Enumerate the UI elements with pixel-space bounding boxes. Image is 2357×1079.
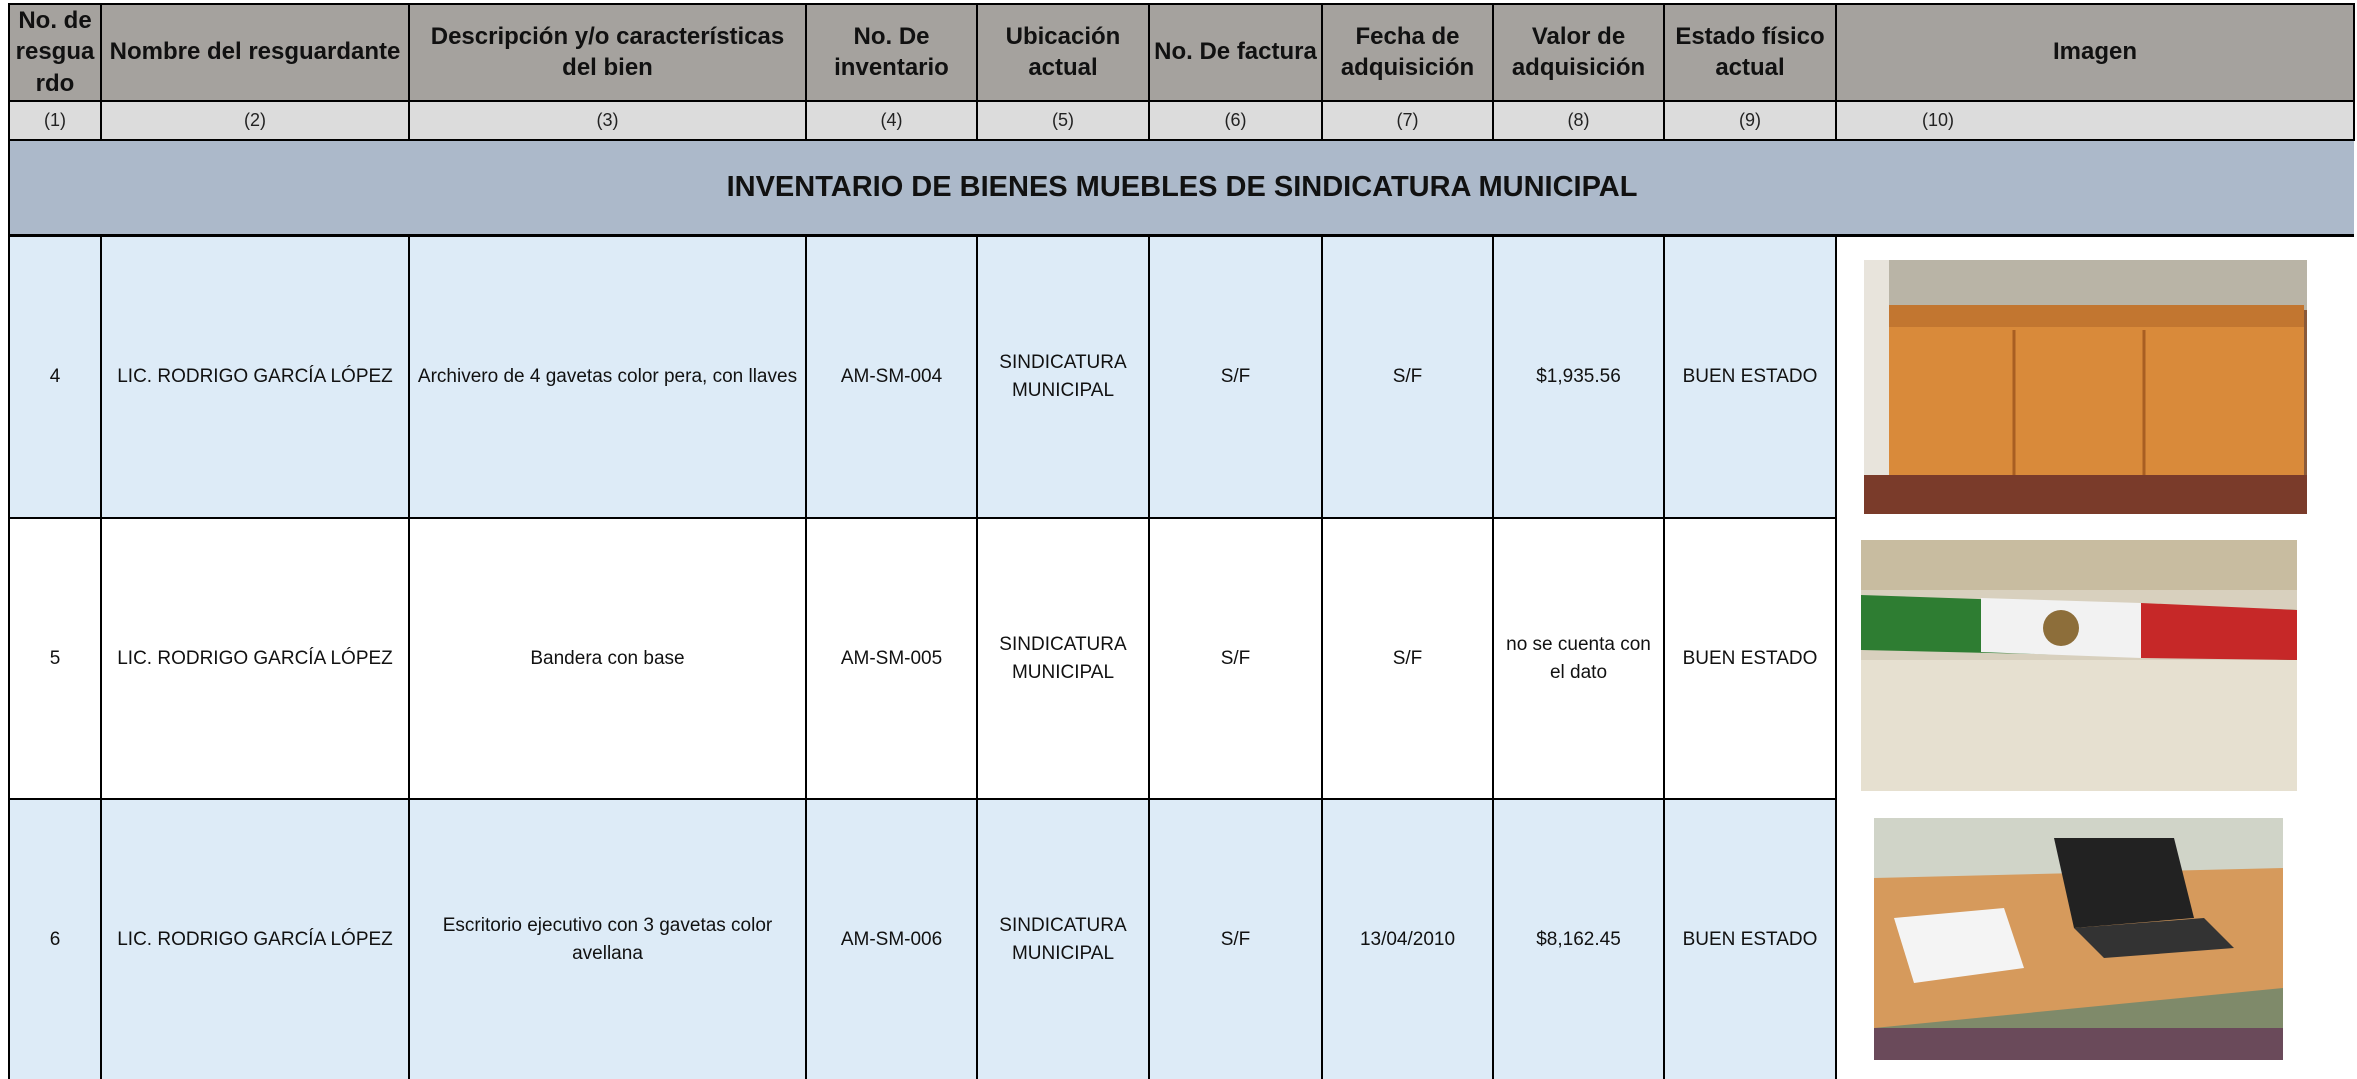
table-cell: LIC. RODRIGO GARCÍA LÓPEZ [102,800,410,1079]
table-cell: AM-SM-004 [807,237,978,519]
table-cell: S/F [1323,237,1494,519]
table-cell: SINDICATURA MUNICIPAL [978,237,1150,519]
table-cell: Archivero de 4 gavetas color pera, con l… [410,237,807,519]
table-cell: $8,162.45 [1494,800,1665,1079]
table-cell: S/F [1150,237,1323,519]
table-cell: AM-SM-006 [807,800,978,1079]
banner: INVENTARIO DE BIENES MUEBLES DE SINDICAT… [10,141,2354,237]
column-header: Ubicación actual [978,4,1150,102]
column-header: Estado físico actual [1665,4,1837,102]
table-cell: S/F [1150,519,1323,800]
item-image [1864,260,2307,514]
column-number: (10) [1837,102,2355,141]
table-cell: BUEN ESTADO [1665,237,1837,519]
table-cell: AM-SM-005 [807,519,978,800]
table-cell: LIC. RODRIGO GARCÍA LÓPEZ [102,237,410,519]
table-cell: $1,935.56 [1494,237,1665,519]
column-header: Valor de adquisición [1494,4,1665,102]
column-number: (2) [102,102,410,141]
column-header: Descripción y/o características del bien [410,4,807,102]
column-header: No. De inventario [807,4,978,102]
column-header: No. de resguardo [10,4,102,102]
table-cell: SINDICATURA MUNICIPAL [978,800,1150,1079]
table-cell: 13/04/2010 [1323,800,1494,1079]
column-number: (3) [410,102,807,141]
table-cell: Bandera con base [410,519,807,800]
table-cell: 5 [10,519,102,800]
table-cell: no se cuenta con el dato [1494,519,1665,800]
table-cell: SINDICATURA MUNICIPAL [978,519,1150,800]
column-number: (5) [978,102,1150,141]
table-cell: LIC. RODRIGO GARCÍA LÓPEZ [102,519,410,800]
column-header: Imagen [1837,4,2355,102]
item-image [1874,818,2283,1060]
table-cell: 6 [10,800,102,1079]
item-image [1861,540,2297,791]
column-number: (9) [1665,102,1837,141]
column-header: Fecha de adquisición [1323,4,1494,102]
table-cell: Escritorio ejecutivo con 3 gavetas color… [410,800,807,1079]
column-number: (6) [1150,102,1323,141]
column-header: No. De factura [1150,4,1323,102]
table-cell: S/F [1150,800,1323,1079]
column-number: (4) [807,102,978,141]
table-cell: BUEN ESTADO [1665,519,1837,800]
table-cell: BUEN ESTADO [1665,800,1837,1079]
column-number: (7) [1323,102,1494,141]
table-cell: 4 [10,237,102,519]
column-number: (1) [10,102,102,141]
column-header: Nombre del resguardante [102,4,410,102]
column-number: (8) [1494,102,1665,141]
table-cell: S/F [1323,519,1494,800]
